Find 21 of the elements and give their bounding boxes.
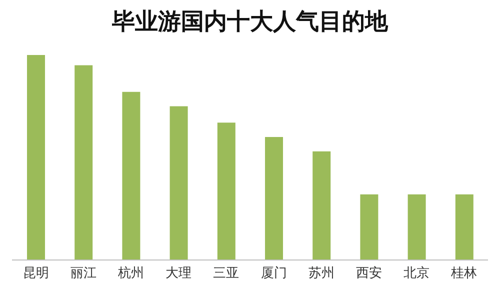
bar [122,92,140,260]
x-tick-label: 北京 [404,266,430,282]
bar [312,151,331,260]
x-tick-label: 杭州 [117,266,144,282]
bar [455,194,474,260]
bar [27,55,45,260]
x-tick-label: 昆明 [22,266,49,282]
x-tick-label: 三亚 [213,266,240,282]
x-tick-label: 西安 [356,265,382,282]
x-tick-label: 桂林 [450,266,478,282]
x-tick-label: 大理 [166,266,192,282]
bar [360,194,378,260]
x-tick-label: 丽江 [70,266,96,282]
x-tick-label: 苏州 [308,266,334,282]
bar [74,65,93,260]
bar [265,137,283,260]
bar [408,194,426,260]
chart-title: 毕业游国内十大人气目的地 [111,8,390,37]
bar [217,122,236,260]
bar [170,106,188,260]
x-tick-label: 厦门 [260,265,287,282]
